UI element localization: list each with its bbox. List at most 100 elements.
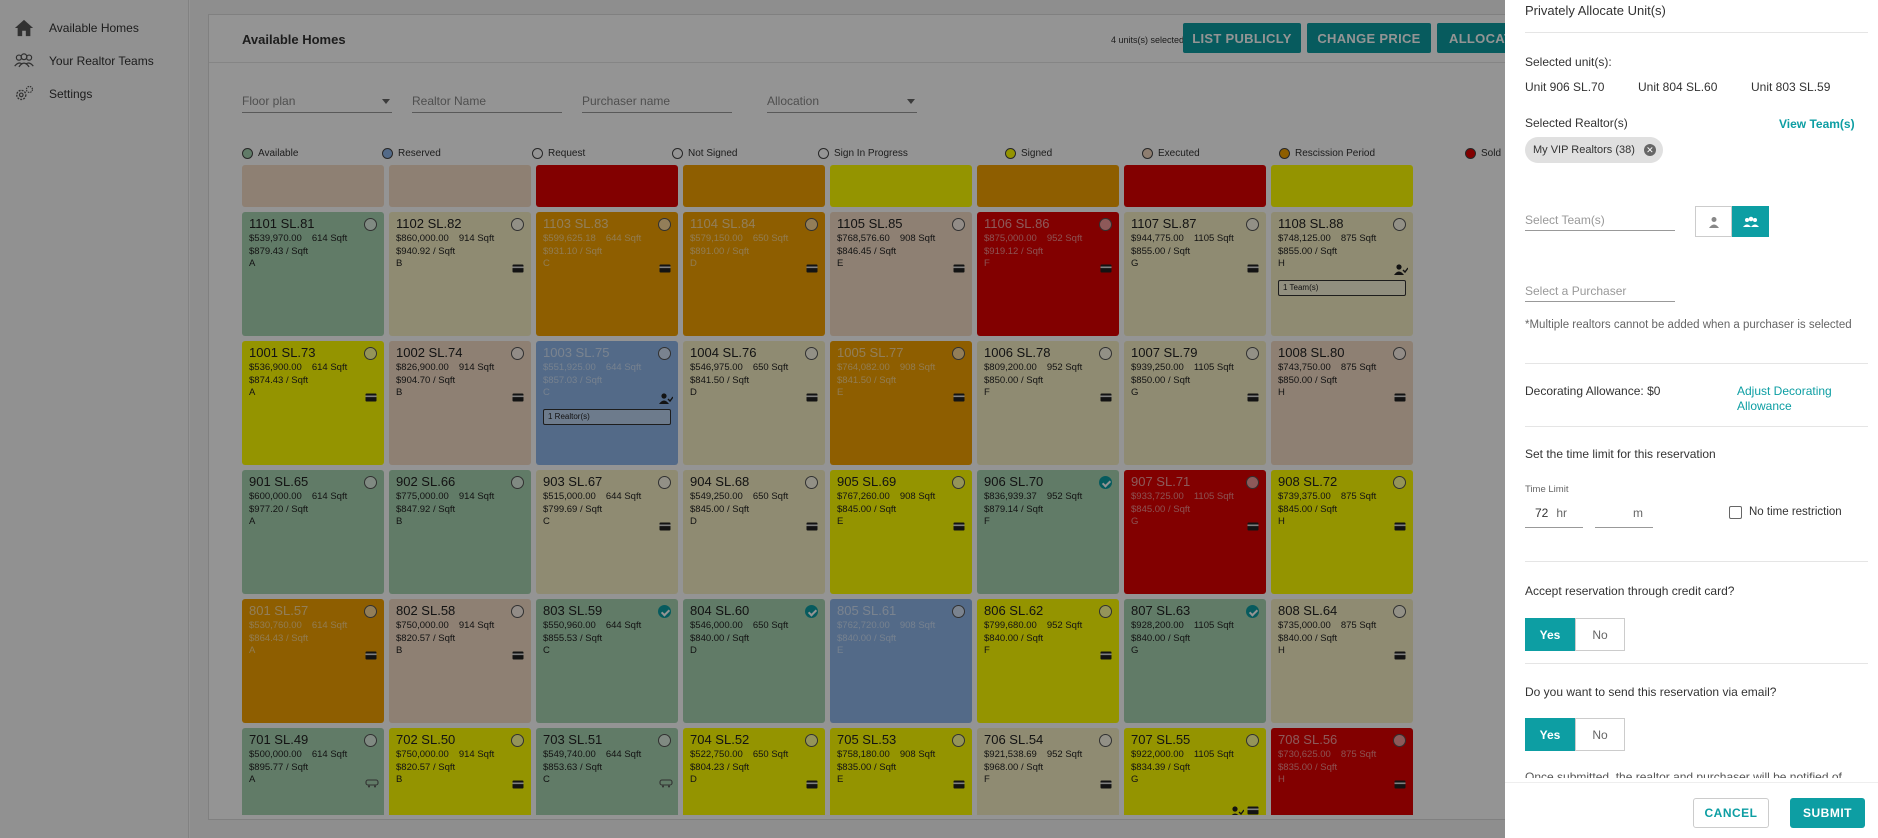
list-publicly-button[interactable]: LIST PUBLICLY xyxy=(1183,23,1301,53)
unit-tile[interactable]: 801 SL.57 $530,760.00 614 Sqft $864.43 / Sq… xyxy=(242,599,384,723)
select-circle-icon[interactable] xyxy=(364,218,377,231)
unit-tile[interactable]: 1103 SL.83 $599,625.18 644 Sqft $931.10 / S… xyxy=(536,212,678,336)
close-icon[interactable]: ✕ xyxy=(1643,144,1656,156)
select-circle-icon[interactable] xyxy=(1246,347,1259,360)
select-circle-icon[interactable] xyxy=(511,218,524,231)
unit-tile[interactable]: 806 SL.62 $799,680.00 952 Sqft $840.00 / Sq… xyxy=(977,599,1119,723)
submit-button[interactable]: SUBMIT xyxy=(1790,798,1865,828)
select-circle-icon[interactable] xyxy=(1099,734,1112,747)
select-circle-icon[interactable] xyxy=(511,734,524,747)
select-circle-icon[interactable] xyxy=(805,734,818,747)
unit-tile-partial[interactable] xyxy=(536,165,678,207)
select-circle-icon[interactable] xyxy=(658,476,671,489)
unit-tile[interactable]: 805 SL.61 $762,720.00 908 Sqft $840.00 / Sq… xyxy=(830,599,972,723)
unit-tile[interactable]: 1101 SL.81 $539,970.00 614 Sqft $879.43 / S… xyxy=(242,212,384,336)
unit-tile[interactable]: 1104 SL.84 $579,150.00 650 Sqft $891.00 / S… xyxy=(683,212,825,336)
unit-tile[interactable]: 1107 SL.87 $944,775.00 1105 Sqft $855.00 / … xyxy=(1124,212,1266,336)
hours-input[interactable]: 72 hr xyxy=(1525,506,1583,528)
checked-circle-icon[interactable] xyxy=(805,605,818,618)
checked-circle-icon[interactable] xyxy=(658,605,671,618)
unit-tile[interactable]: 705 SL.53 $758,180.00 908 Sqft $835.00 / Sq… xyxy=(830,728,972,815)
unit-tile[interactable]: 803 SL.59 $550,960.00 644 Sqft $855.53 / Sq… xyxy=(536,599,678,723)
unit-tile[interactable]: 708 SL.56 $730,625.00 875 Sqft $835.00 / Sq… xyxy=(1271,728,1413,815)
select-circle-icon[interactable] xyxy=(511,605,524,618)
sidebar-item-available-homes[interactable]: Available Homes xyxy=(0,11,188,44)
email-yes-button[interactable]: Yes xyxy=(1525,718,1575,751)
team-icon[interactable] xyxy=(1732,206,1769,237)
change-price-button[interactable]: CHANGE PRICE xyxy=(1307,23,1431,53)
select-circle-icon[interactable] xyxy=(1246,476,1259,489)
select-circle-icon[interactable] xyxy=(364,476,377,489)
allocation-select[interactable]: Allocation xyxy=(767,89,917,113)
email-no-button[interactable]: No xyxy=(1575,718,1625,751)
unit-tile[interactable]: 1008 SL.80 $743,750.00 875 Sqft $850.00 / S… xyxy=(1271,341,1413,465)
minutes-input[interactable]: m xyxy=(1595,506,1653,528)
sidebar-item-settings[interactable]: Settings xyxy=(0,77,188,110)
unit-tile-partial[interactable] xyxy=(389,165,531,207)
view-teams-link[interactable]: View Team(s) xyxy=(1779,117,1855,131)
select-circle-icon[interactable] xyxy=(1393,605,1406,618)
unit-tile[interactable]: 904 SL.68 $549,250.00 650 Sqft $845.00 / Sq… xyxy=(683,470,825,594)
select-circle-icon[interactable] xyxy=(952,347,965,360)
select-circle-icon[interactable] xyxy=(1246,734,1259,747)
realtor-name-input[interactable]: Realtor Name xyxy=(412,89,562,113)
adjust-decorating-link[interactable]: Adjust Decorating Allowance xyxy=(1737,384,1832,413)
select-purchaser-input[interactable]: Select a Purchaser xyxy=(1525,284,1675,302)
unit-tile[interactable]: 707 SL.55 $922,000.00 1105 Sqft $834.39 / S… xyxy=(1124,728,1266,815)
unit-tile[interactable]: 1006 SL.78 $809,200.00 952 Sqft $850.00 / S… xyxy=(977,341,1119,465)
unit-tile-partial[interactable] xyxy=(683,165,825,207)
select-circle-icon[interactable] xyxy=(364,347,377,360)
select-circle-icon[interactable] xyxy=(511,476,524,489)
select-circle-icon[interactable] xyxy=(658,734,671,747)
unit-tile[interactable]: 1005 SL.77 $764,082.00 908 Sqft $841.50 / S… xyxy=(830,341,972,465)
credit-card-no-button[interactable]: No xyxy=(1575,618,1625,651)
unit-tile[interactable]: 1105 SL.85 $768,576.60 908 Sqft $846.45 / S… xyxy=(830,212,972,336)
unit-tile[interactable]: 702 SL.50 $750,000.00 914 Sqft $820.57 / Sq… xyxy=(389,728,531,815)
unit-tile[interactable]: 1007 SL.79 $939,250.00 1105 Sqft $850.00 / … xyxy=(1124,341,1266,465)
select-circle-icon[interactable] xyxy=(805,347,818,360)
unit-tile[interactable]: 802 SL.58 $750,000.00 914 Sqft $820.57 / Sq… xyxy=(389,599,531,723)
floor-plan-select[interactable]: Floor plan xyxy=(242,89,392,113)
unit-tile[interactable]: 903 SL.67 $515,000.00 644 Sqft $799.69 / Sq… xyxy=(536,470,678,594)
select-circle-icon[interactable] xyxy=(1393,476,1406,489)
unit-tile[interactable]: 804 SL.60 $546,000.00 650 Sqft $840.00 / Sq… xyxy=(683,599,825,723)
unit-tile-partial[interactable] xyxy=(1124,165,1266,207)
unit-tile[interactable]: 706 SL.54 $921,538.69 952 Sqft $968.00 / Sq… xyxy=(977,728,1119,815)
select-circle-icon[interactable] xyxy=(1393,218,1406,231)
unit-tile[interactable]: 908 SL.72 $739,375.00 875 Sqft $845.00 / Sq… xyxy=(1271,470,1413,594)
unit-tile-partial[interactable] xyxy=(977,165,1119,207)
unit-tile-partial[interactable] xyxy=(242,165,384,207)
unit-tile[interactable]: 906 SL.70 $836,939.37 952 Sqft $879.14 / Sq… xyxy=(977,470,1119,594)
unit-tile[interactable]: 703 SL.51 $549,740.00 644 Sqft $853.63 / Sq… xyxy=(536,728,678,815)
select-circle-icon[interactable] xyxy=(1246,218,1259,231)
select-circle-icon[interactable] xyxy=(511,347,524,360)
unit-tile[interactable]: 701 SL.49 $500,000.00 614 Sqft $895.77 / Sq… xyxy=(242,728,384,815)
checked-circle-icon[interactable] xyxy=(1246,605,1259,618)
select-circle-icon[interactable] xyxy=(952,476,965,489)
select-circle-icon[interactable] xyxy=(952,218,965,231)
unit-tile[interactable]: 901 SL.65 $600,000.00 614 Sqft $977.20 / Sq… xyxy=(242,470,384,594)
unit-tile[interactable]: 1004 SL.76 $546,975.00 650 Sqft $841.50 / S… xyxy=(683,341,825,465)
select-circle-icon[interactable] xyxy=(658,218,671,231)
select-circle-icon[interactable] xyxy=(1393,347,1406,360)
modal-backdrop[interactable] xyxy=(0,0,1505,838)
unit-tile[interactable]: 1102 SL.82 $860,000.00 914 Sqft $940.92 / S… xyxy=(389,212,531,336)
select-circle-icon[interactable] xyxy=(805,476,818,489)
unit-tile-partial[interactable] xyxy=(1271,165,1413,207)
cancel-button[interactable]: CANCEL xyxy=(1693,798,1769,828)
unit-tile[interactable]: 1001 SL.73 $536,900.00 614 Sqft $874.43 / S… xyxy=(242,341,384,465)
select-circle-icon[interactable] xyxy=(1393,734,1406,747)
unit-tile[interactable]: 1108 SL.88 $748,125.00 875 Sqft $855.00 / S… xyxy=(1271,212,1413,336)
unit-tile[interactable]: 1003 SL.75 $551,925.00 644 Sqft $857.03 / S… xyxy=(536,341,678,465)
select-circle-icon[interactable] xyxy=(1099,347,1112,360)
unit-tile[interactable]: 905 SL.69 $767,260.00 908 Sqft $845.00 / Sq… xyxy=(830,470,972,594)
unit-tile-partial[interactable] xyxy=(830,165,972,207)
select-circle-icon[interactable] xyxy=(805,218,818,231)
select-circle-icon[interactable] xyxy=(952,734,965,747)
select-circle-icon[interactable] xyxy=(658,347,671,360)
unit-tile[interactable]: 704 SL.52 $522,750.00 650 Sqft $804.23 / Sq… xyxy=(683,728,825,815)
unit-tile[interactable]: 902 SL.66 $775,000.00 914 Sqft $847.92 / Sq… xyxy=(389,470,531,594)
purchaser-name-input[interactable]: Purchaser name xyxy=(582,89,732,113)
select-circle-icon[interactable] xyxy=(364,605,377,618)
select-team-input[interactable]: Select Team(s) xyxy=(1525,213,1675,231)
